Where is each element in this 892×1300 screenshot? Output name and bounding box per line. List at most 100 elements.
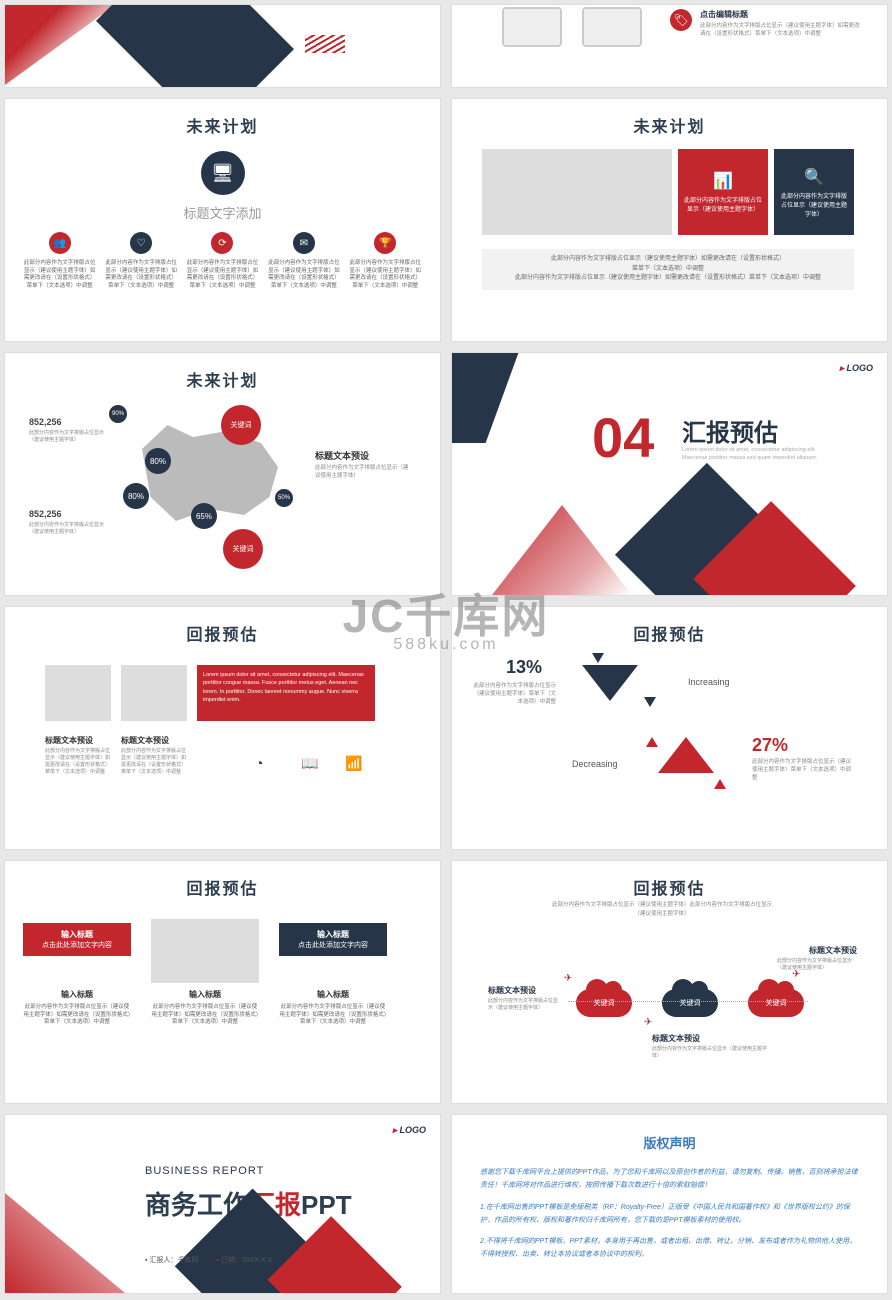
dark-rhombus <box>96 4 294 88</box>
in-title-b: 输入标题 <box>151 989 259 1000</box>
col-desc-2: 此部分内容作为文字排版占位显示（建议使用主题字体）如需更改请在（设置形状格式）菜… <box>121 747 187 775</box>
col-title-2: 标题文本预设 <box>121 735 169 746</box>
book-icon: 📖 <box>301 755 318 772</box>
plane-icon-2: ✈ <box>792 969 800 980</box>
col-5: 🏆 此部分内容作为文字排版占位显示（建议使用主题字体）如需更改请在（设置形状格式… <box>349 232 421 291</box>
slide-title: 未来计划 <box>5 99 440 137</box>
box-text: 此部分内容作为文字排版占位显示（建议使用主题字体） <box>684 195 762 213</box>
slide-copyright: 版权声明 感谢您下载千库网平台上提供的PPT作品，为了您和千库网以及原创作者的利… <box>451 1114 888 1294</box>
subtitle: 标题文字添加 <box>5 203 440 222</box>
reporter-line: ▪ 汇报人：千库网 ▪ 日期：20XX.X.X <box>145 1255 272 1265</box>
copyright-body: 感谢您下载千库网平台上提供的PPT作品，为了您和千库网以及原创作者的利益，请勿复… <box>452 1152 887 1276</box>
slide-cover: LOGO BUSINESS REPORT 商务工作汇报PPT ▪ 汇报人：千库网… <box>4 1114 441 1294</box>
red-triangle-pattern <box>492 505 632 595</box>
big-arrow-up <box>658 737 714 773</box>
red-stripes <box>305 35 345 53</box>
input-sub-1: 点击此处添加文字内容 <box>33 940 121 950</box>
col-4: ✉ 此部分内容作为文字排版占位显示（建议使用主题字体）如需更改请在（设置形状格式… <box>268 232 340 291</box>
top-desc: 此部分内容作为文字排版占位显示（建议使用主题字体）此部分内容作为文字排版占位显示… <box>552 901 772 919</box>
slide-phones: 🏷 点击编辑标题 此部分内容作为文字排版占位显示（建议使用主题字体）如需更改请在… <box>451 4 888 88</box>
col-1: 👥 此部分内容作为文字排版占位显示（建议使用主题字体）如需更改请在（设置形状格式… <box>24 232 96 291</box>
keyword-2: 关键词 <box>223 529 263 569</box>
slide-grid: 🏷 点击编辑标题 此部分内容作为文字排版占位显示（建议使用主题字体）如需更改请在… <box>4 4 888 1294</box>
slide-title: 回报预估 <box>5 861 440 899</box>
preset-tr-desc: 此部分内容作为文字排版占位显示（建议使用主题字体） <box>777 957 857 971</box>
slide-section-04: LOGO 04 汇报预估 Lorem ipsum dolor sit amet,… <box>451 352 888 596</box>
pct-27: 27% <box>752 735 788 756</box>
band-line-1: 此部分内容作为文字排版占位显示（建议使用主题字体）如需更改请在（设置形状格式） <box>492 255 844 265</box>
slide-title: 回报预估 <box>5 607 440 645</box>
slide-title: 未来计划 <box>452 99 887 137</box>
band-line-2: 菜单下（文本选项）中调整 <box>492 265 844 275</box>
search-icon: 🔍 <box>804 167 824 187</box>
meeting-image <box>482 149 672 235</box>
sm-arrow-d1 <box>592 653 604 663</box>
slide-return-inputs: 回报预估 输入标题 点击此处添加文字内容 输入标题 点击此处添加文字内容 输入标… <box>4 860 441 1104</box>
tag-icon: 🏷 <box>670 9 692 31</box>
plane-icon-1: ✈ <box>564 973 572 984</box>
slide-decorative-1 <box>4 4 441 88</box>
cover-tri-left <box>5 1193 125 1293</box>
phone-mockup-1 <box>502 7 562 47</box>
col-desc-1: 此部分内容作为文字排版占位显示（建议使用主题字体）如需更改请在（设置形状格式）菜… <box>45 747 111 775</box>
preset-tr: 标题文本预设 <box>809 945 857 956</box>
pie-icon: ◔ <box>255 755 263 771</box>
red-info-box: 📊 此部分内容作为文字排版占位显示（建议使用主题字体） <box>678 149 768 235</box>
stat-2: 852,256 <box>29 509 62 519</box>
slide-title: 回报预估 <box>452 861 887 899</box>
plane-icon-3: ✈ <box>644 1017 652 1028</box>
bubble-90: 90% <box>109 405 127 423</box>
slide-return-1: 回报预估 Lorem ipsum dolor sit amet, consect… <box>4 606 441 850</box>
in-desc-b: 此部分内容作为文字排版占位显示（建议使用主题字体）如需更改请在（设置形状格式）菜… <box>151 1004 259 1027</box>
cover-en-title: BUSINESS REPORT <box>145 1165 264 1177</box>
laptop-image <box>151 919 259 983</box>
input-title-1: 输入标题 <box>33 929 121 940</box>
copyright-title: 版权声明 <box>452 1115 887 1152</box>
monitor-icon: 🖥 <box>201 151 245 195</box>
col-desc: 此部分内容作为文字排版占位显示（建议使用主题字体）如需更改请在（设置形状格式）菜… <box>268 260 340 291</box>
copy-p1: 感谢您下载千库网平台上提供的PPT作品，为了您和千库网以及原创作者的利益，请勿复… <box>480 1166 859 1193</box>
bubble-80b: 80% <box>123 483 149 509</box>
phone-mockup-2 <box>582 7 642 47</box>
lorem: Lorem ipsum dolor sit amet, consectetur … <box>682 447 842 462</box>
slide-title: 未来计划 <box>5 353 440 391</box>
slide-title: 回报预估 <box>452 607 887 645</box>
col-desc: 此部分内容作为文字排版占位显示（建议使用主题字体）如需更改请在（设置形状格式）菜… <box>349 260 421 291</box>
logo-text: LOGO <box>839 363 873 374</box>
red-lorem-box: Lorem ipsum dolor sit amet, consectetur … <box>197 665 375 721</box>
band-line-3: 此部分内容作为文字排版占位显示（建议使用主题字体）如需更改请在（设置形状格式）菜… <box>492 274 844 284</box>
in-title-c: 输入标题 <box>279 989 387 1000</box>
bubble-80a: 80% <box>145 448 171 474</box>
stat-1: 852,256 <box>29 417 62 427</box>
bubble-65: 65% <box>191 503 217 529</box>
chart-icon: 📊 <box>713 171 733 191</box>
preset-b: 标题文本预设 <box>652 1033 700 1044</box>
trophy-icon: 🏆 <box>374 232 396 254</box>
desc-2: 此部分内容作为文字排版占位显示（建议使用主题字体）菜单下（文本选项）中调整 <box>752 757 852 781</box>
in-title-a: 输入标题 <box>23 989 131 1000</box>
dark-shape-left <box>451 353 518 443</box>
copy-p3: 2.不得将千库网的PPT模板、PPT素材，本身用于再出售，或者出租、出借、转让、… <box>480 1235 859 1262</box>
img-2 <box>121 665 187 721</box>
cloud-3: 关键词 <box>748 989 804 1017</box>
col-desc: 此部分内容作为文字排版占位显示（建议使用主题字体）如需更改请在（设置形状格式）菜… <box>105 260 177 291</box>
slide-return-arrows: 回报预估 13% 此部分内容作为文字排版占位显示（建议使用主题字体）菜单下（文本… <box>451 606 888 850</box>
slide-future-2: 未来计划 📊 此部分内容作为文字排版占位显示（建议使用主题字体） 🔍 此部分内容… <box>451 98 888 342</box>
cloud-2: 关键词 <box>662 989 718 1017</box>
col-title-1: 标题文本预设 <box>45 735 93 746</box>
cloud-1: 关键词 <box>576 989 632 1017</box>
sm-arrow-u1 <box>646 737 658 747</box>
sm-arrow-d2 <box>644 697 656 707</box>
logo-text: LOGO <box>392 1125 426 1136</box>
sm-arrow-u2 <box>714 779 726 789</box>
keyword-1: 关键词 <box>221 405 261 445</box>
mail-icon: ✉ <box>293 232 315 254</box>
decreasing-label: Decreasing <box>572 759 618 769</box>
bars-icon: 📶 <box>345 755 362 772</box>
desc-1: 此部分内容作为文字排版占位显示（建议使用主题字体）菜单下（文本选项）中调整 <box>472 681 556 705</box>
dark-info-box: 🔍 此部分内容作为文字排版占位显示（建议使用主题字体） <box>774 149 854 235</box>
input-title-2: 输入标题 <box>289 929 377 940</box>
heart-icon: ♡ <box>130 232 152 254</box>
preset-b-desc: 此部分内容作为文字排版占位显示（建议使用主题字体） <box>652 1045 772 1059</box>
section-title: 汇报预估 <box>682 413 778 448</box>
